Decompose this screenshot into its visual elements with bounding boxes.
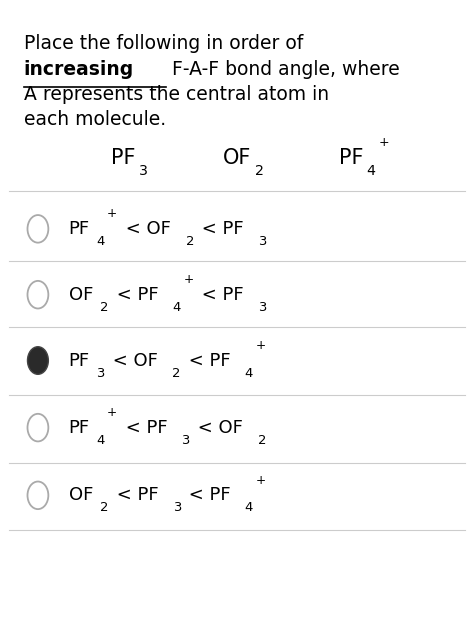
Text: 2: 2 <box>172 367 181 379</box>
Circle shape <box>33 354 43 367</box>
Text: +: + <box>107 208 117 220</box>
Text: < OF: < OF <box>192 419 243 436</box>
Text: PF: PF <box>69 352 90 369</box>
Text: PF: PF <box>69 220 90 238</box>
Text: 2: 2 <box>255 164 264 177</box>
Circle shape <box>27 347 48 374</box>
Text: < PF: < PF <box>183 352 231 369</box>
Text: 2: 2 <box>185 235 194 248</box>
Text: Place the following in order of: Place the following in order of <box>24 34 303 53</box>
Text: 2: 2 <box>100 301 109 314</box>
Text: < PF: < PF <box>111 286 159 303</box>
Text: 4: 4 <box>96 434 104 446</box>
Text: 4: 4 <box>96 235 104 248</box>
Text: each molecule.: each molecule. <box>24 110 166 129</box>
Text: < PF: < PF <box>196 220 244 238</box>
Text: PF: PF <box>111 148 136 168</box>
Text: +: + <box>107 406 117 419</box>
Text: A represents the central atom in: A represents the central atom in <box>24 85 329 103</box>
Text: 3: 3 <box>182 434 190 446</box>
Text: OF: OF <box>69 286 93 303</box>
Text: 4: 4 <box>366 164 375 177</box>
Text: +: + <box>255 474 265 487</box>
Text: 3: 3 <box>173 502 181 514</box>
Text: +: + <box>183 273 193 286</box>
Text: 4: 4 <box>245 367 253 379</box>
Text: < OF: < OF <box>107 352 157 369</box>
Text: PF: PF <box>338 148 363 168</box>
Text: < PF: < PF <box>111 487 159 504</box>
Text: 4: 4 <box>245 502 253 514</box>
Text: increasing: increasing <box>24 60 134 78</box>
Text: +: + <box>255 339 265 352</box>
Text: < PF: < PF <box>196 286 244 303</box>
Text: < PF: < PF <box>120 419 167 436</box>
Text: OF: OF <box>223 148 251 168</box>
Text: F-A-F bond angle, where: F-A-F bond angle, where <box>166 60 400 78</box>
Text: 3: 3 <box>139 164 148 177</box>
Text: < OF: < OF <box>120 220 171 238</box>
Text: 4: 4 <box>173 301 181 314</box>
Text: OF: OF <box>69 487 93 504</box>
Text: 3: 3 <box>258 301 266 314</box>
Text: PF: PF <box>69 419 90 436</box>
Text: 2: 2 <box>100 502 109 514</box>
Text: +: + <box>378 136 389 149</box>
Text: 3: 3 <box>96 367 104 379</box>
Text: 2: 2 <box>257 434 266 446</box>
Text: < PF: < PF <box>183 487 231 504</box>
Text: 3: 3 <box>258 235 266 248</box>
